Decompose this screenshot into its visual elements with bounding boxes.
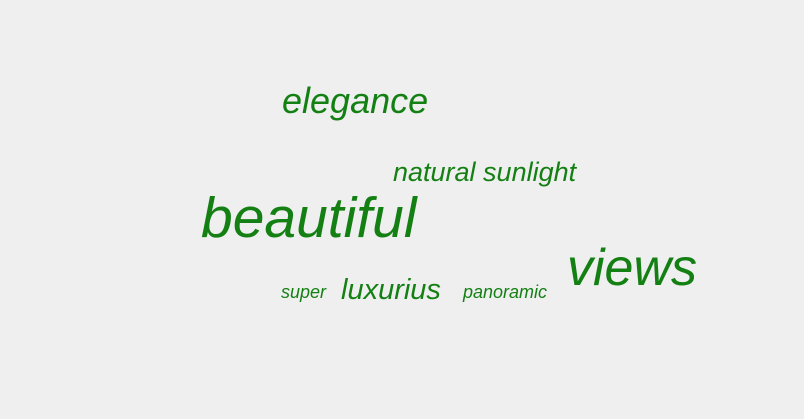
word-panoramic: panoramic: [463, 282, 548, 302]
word-views: views: [567, 239, 698, 297]
word-elegance: elegance: [282, 80, 429, 121]
word-luxurius: luxurius: [341, 274, 441, 306]
word-super: super: [281, 282, 327, 302]
word-natural-sunlight: natural sunlight: [393, 157, 577, 187]
word-beautiful: beautiful: [201, 186, 417, 250]
